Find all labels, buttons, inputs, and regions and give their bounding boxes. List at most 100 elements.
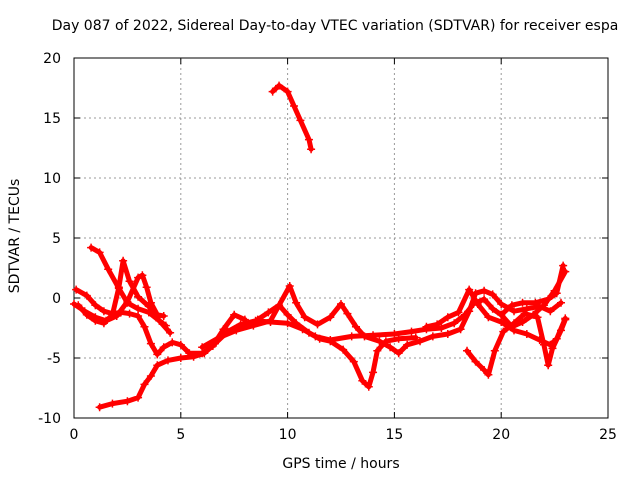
series-trace-mid-a xyxy=(198,301,420,391)
y-tick-label: 20 xyxy=(43,51,61,67)
data-point xyxy=(99,307,108,316)
series-line xyxy=(75,258,169,329)
data-point xyxy=(552,334,561,343)
data-point xyxy=(159,343,168,352)
data-point xyxy=(292,298,301,307)
data-point xyxy=(510,307,519,316)
data-point xyxy=(134,292,143,301)
y-tick-label: 0 xyxy=(52,291,61,307)
data-point xyxy=(155,316,164,325)
data-point xyxy=(544,361,553,370)
data-point xyxy=(114,283,123,292)
data-point xyxy=(416,337,425,346)
data-point xyxy=(268,87,277,96)
data-point xyxy=(91,301,100,310)
data-point xyxy=(339,345,348,354)
series-line xyxy=(97,263,566,410)
data-point xyxy=(437,324,446,332)
series-trace-early-b xyxy=(72,285,249,359)
x-axis-label: GPS time / hours xyxy=(282,456,400,472)
data-point xyxy=(358,376,367,385)
data-point xyxy=(82,310,91,319)
data-point xyxy=(283,310,292,319)
data-point xyxy=(166,328,175,337)
data-point xyxy=(168,338,177,347)
data-point xyxy=(561,314,570,323)
data-point xyxy=(140,322,149,331)
data-point xyxy=(422,322,431,331)
data-point xyxy=(123,397,132,406)
x-tick-label: 0 xyxy=(70,427,79,443)
data-point xyxy=(518,318,527,326)
data-point xyxy=(499,327,508,336)
y-tick-label: 15 xyxy=(43,111,61,127)
data-point xyxy=(360,332,369,341)
grid-lines xyxy=(74,58,608,418)
data-point xyxy=(488,304,497,313)
data-point xyxy=(304,328,313,337)
data-point xyxy=(407,327,416,336)
data-point xyxy=(125,309,134,318)
data-point xyxy=(550,286,559,295)
data-point xyxy=(315,334,324,343)
data-point xyxy=(390,330,399,338)
data-point xyxy=(454,308,463,317)
chart-title: Day 087 of 2022, Sidereal Day-to-day VTE… xyxy=(51,18,619,34)
data-point xyxy=(465,307,474,316)
data-point xyxy=(290,102,299,110)
data-point xyxy=(375,337,384,346)
data-point xyxy=(443,330,452,338)
data-point xyxy=(108,399,117,408)
data-point xyxy=(134,312,143,320)
data-point xyxy=(146,339,155,348)
data-point xyxy=(480,295,489,304)
data-point xyxy=(283,87,292,96)
data-point xyxy=(522,330,531,338)
data-point xyxy=(159,312,168,320)
data-point xyxy=(292,319,301,328)
data-point xyxy=(153,350,162,359)
data-point xyxy=(230,310,239,319)
data-point xyxy=(559,261,568,270)
data-point xyxy=(539,301,548,310)
data-point xyxy=(326,337,335,346)
data-point xyxy=(275,301,284,310)
data-point xyxy=(176,354,185,362)
data-point xyxy=(373,346,382,355)
data-point xyxy=(529,310,538,319)
x-tick-label: 20 xyxy=(492,427,510,443)
data-point xyxy=(104,265,113,274)
data-point xyxy=(490,346,499,355)
data-point xyxy=(304,135,313,144)
data-point xyxy=(275,81,284,90)
series-trace-mid-b xyxy=(253,282,566,358)
data-point xyxy=(198,343,207,352)
data-point xyxy=(313,320,322,329)
data-point xyxy=(522,304,531,313)
x-tick-label: 5 xyxy=(176,427,185,443)
x-tick-label: 25 xyxy=(599,427,617,443)
axis-ticks: 0 5 10 15 20 25 -10 -5 0 5 10 15 20 xyxy=(38,51,617,443)
data-point xyxy=(484,370,493,379)
data-series xyxy=(70,81,570,412)
data-point xyxy=(488,290,497,299)
data-point xyxy=(134,304,143,313)
data-point xyxy=(433,320,442,329)
y-tick-label: 5 xyxy=(52,231,61,247)
data-point xyxy=(74,301,83,310)
series-trace-high xyxy=(268,81,316,154)
data-point xyxy=(215,333,224,342)
data-point xyxy=(219,325,228,334)
data-point xyxy=(296,116,305,125)
data-point xyxy=(351,322,360,331)
data-point xyxy=(557,298,566,307)
data-point xyxy=(108,310,117,319)
data-point xyxy=(146,372,155,380)
data-point xyxy=(176,340,185,349)
data-point xyxy=(480,286,489,295)
data-point xyxy=(82,291,91,300)
data-point xyxy=(520,309,529,318)
series-line xyxy=(255,283,564,356)
data-point xyxy=(95,403,104,412)
data-point xyxy=(535,336,544,344)
